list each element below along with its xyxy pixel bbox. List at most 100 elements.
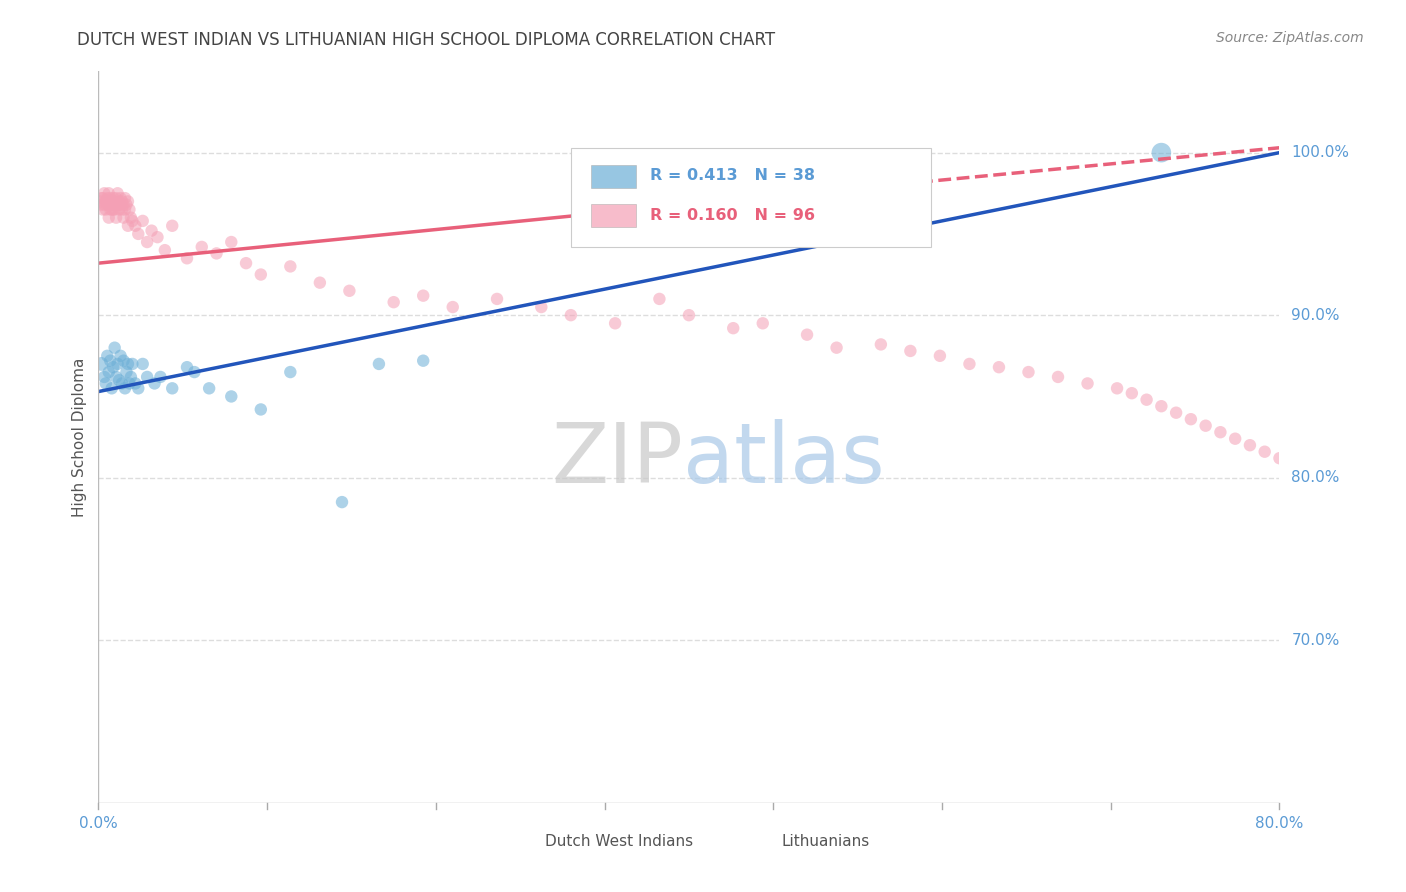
Point <box>107 357 129 371</box>
Point <box>330 495 353 509</box>
Point <box>117 194 139 209</box>
Text: DUTCH WEST INDIAN VS LITHUANIAN HIGH SCHOOL DIPLOMA CORRELATION CHART: DUTCH WEST INDIAN VS LITHUANIAN HIGH SCH… <box>77 31 776 49</box>
Point <box>339 284 361 298</box>
Point <box>235 256 257 270</box>
Point <box>96 349 118 363</box>
Point <box>136 235 159 249</box>
Point <box>103 191 125 205</box>
Point <box>112 211 135 225</box>
Text: Dutch West Indians: Dutch West Indians <box>546 834 693 849</box>
Point <box>648 292 671 306</box>
Point <box>1209 425 1232 440</box>
Point <box>132 214 155 228</box>
Point <box>117 219 139 233</box>
Text: 80.0%: 80.0% <box>1291 470 1340 485</box>
Point <box>530 300 553 314</box>
Point <box>1077 376 1099 391</box>
FancyBboxPatch shape <box>724 830 772 853</box>
Point <box>191 240 214 254</box>
Point <box>198 381 221 395</box>
Point <box>309 276 332 290</box>
Point <box>796 327 818 342</box>
Point <box>1046 370 1070 384</box>
Point <box>117 357 139 371</box>
Point <box>107 186 129 201</box>
Point <box>97 197 120 211</box>
Point <box>105 211 128 225</box>
Point <box>280 260 302 274</box>
Point <box>97 186 120 201</box>
Point <box>96 197 118 211</box>
Point <box>1107 381 1129 395</box>
Point <box>107 197 129 211</box>
Point <box>752 316 775 330</box>
Point <box>250 268 273 282</box>
Point <box>221 389 243 403</box>
Point <box>146 230 169 244</box>
Point <box>111 376 134 391</box>
Point <box>90 197 112 211</box>
Point <box>205 246 228 260</box>
Point <box>105 370 128 384</box>
FancyBboxPatch shape <box>571 148 931 247</box>
Text: atlas: atlas <box>683 418 884 500</box>
Point <box>100 202 122 217</box>
Point <box>121 357 143 371</box>
Point <box>104 202 127 217</box>
Point <box>94 202 117 217</box>
Point <box>103 202 125 217</box>
Point <box>111 194 134 209</box>
Text: Lithuanians: Lithuanians <box>782 834 869 849</box>
Point <box>605 316 627 330</box>
Point <box>723 321 745 335</box>
Point <box>108 373 131 387</box>
Point <box>127 227 149 241</box>
FancyBboxPatch shape <box>591 165 636 188</box>
Point <box>1225 432 1247 446</box>
Point <box>90 357 112 371</box>
Point <box>121 214 143 228</box>
Text: 70.0%: 70.0% <box>1291 632 1340 648</box>
FancyBboxPatch shape <box>591 203 636 227</box>
Point <box>825 341 848 355</box>
Point <box>486 292 509 306</box>
Point <box>98 353 121 368</box>
Text: Source: ZipAtlas.com: Source: ZipAtlas.com <box>1216 31 1364 45</box>
Text: 90.0%: 90.0% <box>1291 308 1340 323</box>
Point <box>100 197 122 211</box>
Point <box>382 295 405 310</box>
Point <box>104 197 127 211</box>
Point <box>153 243 176 257</box>
Point <box>118 376 141 391</box>
Point <box>250 402 273 417</box>
Point <box>94 194 117 209</box>
Point <box>870 337 893 351</box>
Point <box>162 381 183 395</box>
Point <box>90 191 112 205</box>
Point <box>98 194 121 209</box>
Point <box>959 357 981 371</box>
Point <box>114 202 136 217</box>
Point <box>112 353 135 368</box>
Point <box>1239 438 1261 452</box>
Point <box>221 235 243 249</box>
Point <box>280 365 302 379</box>
Point <box>93 186 115 201</box>
Point <box>105 191 128 205</box>
Point <box>103 194 125 209</box>
Point <box>141 224 163 238</box>
Point <box>104 341 127 355</box>
Point <box>560 308 582 322</box>
Point <box>89 194 111 209</box>
Point <box>124 376 146 391</box>
FancyBboxPatch shape <box>488 830 536 853</box>
Point <box>143 376 166 391</box>
Point <box>1180 412 1202 426</box>
Point <box>120 211 142 225</box>
Point <box>112 197 135 211</box>
Point <box>96 191 118 205</box>
Point <box>120 370 142 384</box>
Point <box>115 197 138 211</box>
Point <box>441 300 464 314</box>
Point <box>1195 418 1218 433</box>
